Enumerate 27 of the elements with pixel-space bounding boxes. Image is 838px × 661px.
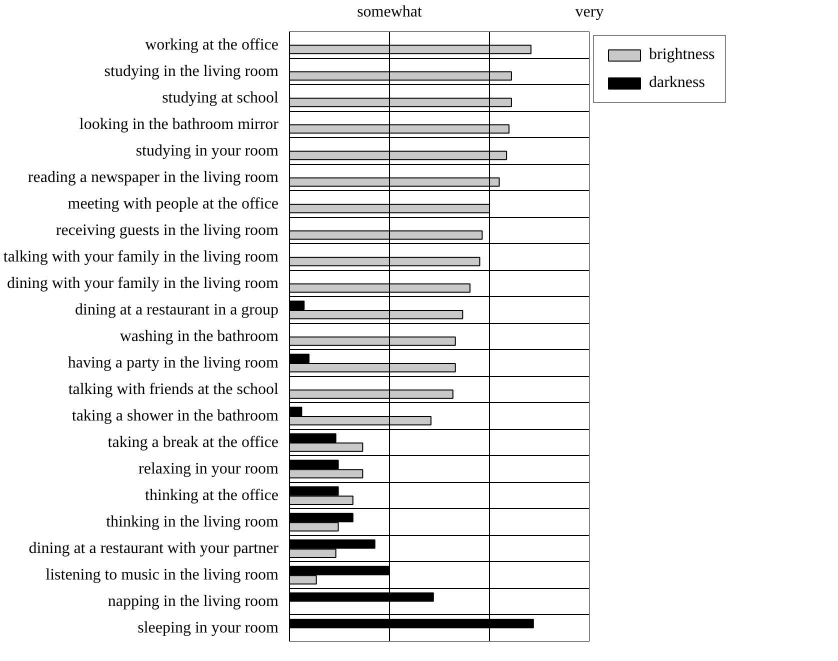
y-tick-label: sleeping in your room [138, 620, 280, 637]
y-tick-label: reading a newspaper in the living room [28, 168, 280, 186]
y-tick-label: looking in the bathroom mirror [79, 116, 280, 133]
y-tick-label: working at the office [145, 36, 278, 54]
y-tick-label: thinking in the living room [106, 514, 280, 531]
y-tick-label: meeting with people at the office [68, 195, 279, 212]
ref-line-label: somewhat [357, 4, 422, 20]
ref-line-label: very [575, 4, 604, 20]
y-tick-label: studying in your room [136, 142, 280, 160]
y-tick-label: taking a break at the office [108, 434, 278, 452]
y-tick-label: talking with friends at the school [68, 381, 280, 398]
y-tick-label: dining with your family in the living room [6, 274, 280, 292]
y-tick-label: thinking at the office [145, 487, 279, 504]
y-tick-label: dining at a restaurant in a group [75, 301, 279, 318]
y-tick-label: listening to music in the living room [46, 566, 280, 584]
y-tick-label: studying at school [162, 89, 280, 106]
y-tick-label: taking a shower in the bathroom [72, 408, 280, 425]
y-tick-label: talking with your family in the living room [3, 248, 280, 266]
y-tick-label: studying in the living room [104, 62, 280, 80]
y-tick-label: dining at a restaurant with your partner [28, 540, 280, 558]
y-tick-label: napping in the living room [108, 593, 280, 610]
legend-label: darkness [649, 74, 705, 92]
y-tick-label: receiving guests in the living room [56, 222, 280, 239]
legend-label: brightness [649, 46, 715, 64]
y-tick-label: washing in the bathroom [120, 328, 280, 345]
y-tick-label: having a party in the living room [68, 354, 280, 372]
y-tick-label: relaxing in your room [138, 460, 280, 478]
